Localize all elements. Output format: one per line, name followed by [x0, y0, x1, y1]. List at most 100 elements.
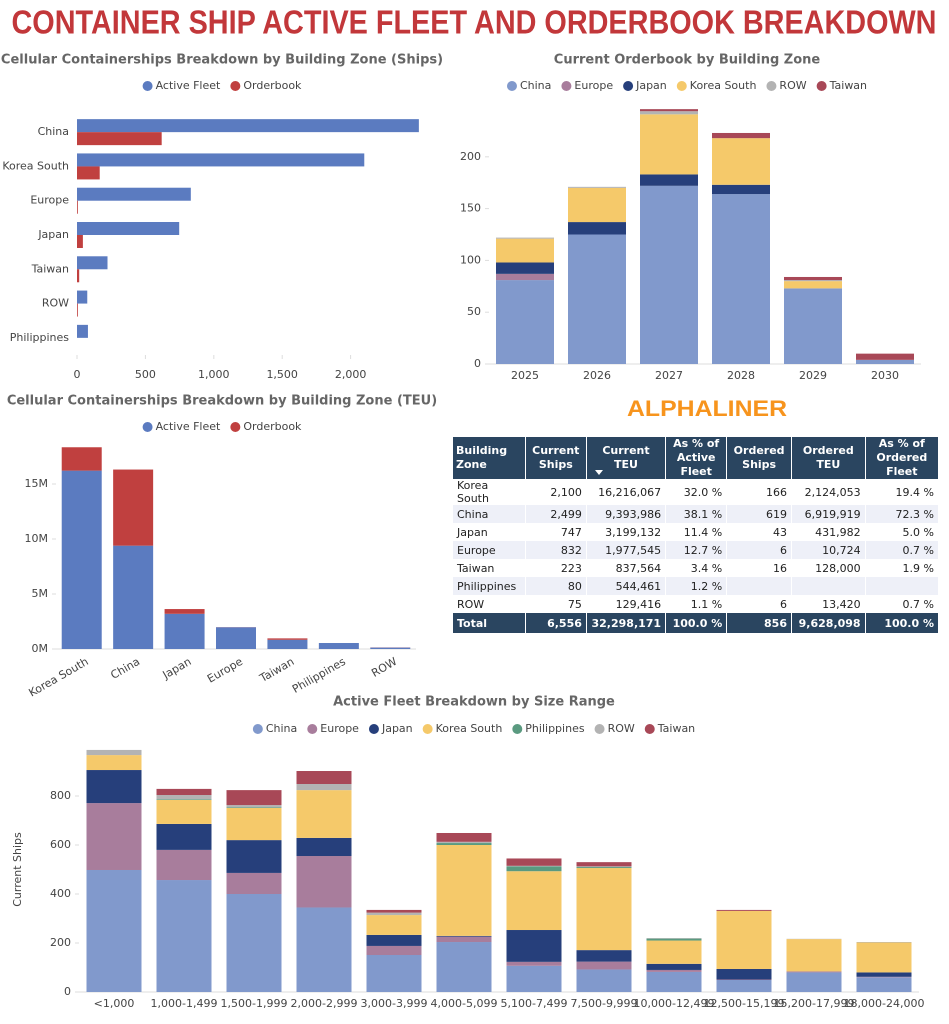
- bar-segment: [226, 872, 282, 894]
- bar-segment: [646, 971, 702, 992]
- column-header: Building Zone: [452, 437, 526, 479]
- bar-segment: [856, 359, 914, 364]
- y-tick-label: ROW: [42, 297, 69, 310]
- bar: [77, 187, 191, 201]
- x-tick-label: 3,000-3,999: [361, 997, 428, 1010]
- x-tick-label: 18,000-24,000: [844, 997, 925, 1010]
- bar-segment: [113, 545, 154, 649]
- legend-label: Korea South: [436, 722, 503, 735]
- legend-label: Japan: [381, 722, 413, 735]
- table-row: Japan 747 3,199,132 11.4 % 43 431,982 5.0 %: [452, 523, 938, 541]
- column-header[interactable]: Current TEU: [585, 437, 666, 479]
- bar: [77, 235, 83, 248]
- bar-segment: [646, 969, 702, 972]
- x-tick-label: Korea South: [26, 655, 90, 700]
- legend-label: ROW: [608, 722, 635, 735]
- bar-segment: [156, 880, 212, 992]
- total-row: Total 6,556 32,298,171 100.0 % 856 9,628,098 1…: [452, 613, 938, 633]
- x-tick-label: Taiwan: [257, 655, 297, 685]
- x-tick-label: 500: [135, 368, 156, 381]
- legend-label: Korea South: [690, 79, 757, 92]
- x-tick-label: 7,500-9,999: [571, 997, 638, 1010]
- total-cell: 6,556: [524, 613, 587, 633]
- bar-segment: [640, 185, 698, 364]
- y-tick-label: 200: [460, 150, 481, 163]
- bar-segment: [506, 961, 562, 966]
- bar-segment: [496, 238, 554, 263]
- table-cell: 6: [726, 595, 792, 613]
- table-cell: 431,982: [790, 523, 866, 541]
- x-tick-label: 4,000-5,099: [431, 997, 498, 1010]
- y-tick-label: 5M: [32, 587, 49, 600]
- table-cell: 10,724: [790, 541, 866, 559]
- bar-segment: [436, 942, 492, 992]
- y-tick-label: 150: [460, 202, 481, 215]
- bar-segment: [216, 627, 256, 649]
- x-tick-label: 12,500-15,199: [704, 997, 785, 1010]
- table-cell: 223: [524, 559, 587, 577]
- table-cell: [726, 577, 792, 595]
- legend-label: Taiwan: [829, 79, 867, 92]
- bar-segment: [568, 234, 626, 364]
- bar-segment: [712, 138, 770, 185]
- bar-segment: [436, 845, 492, 936]
- bar-segment: [296, 907, 352, 992]
- x-tick-label: Japan: [160, 655, 194, 682]
- column-header: Ordered Ships: [726, 437, 792, 479]
- legend-swatch: [252, 724, 263, 734]
- bar-segment: [86, 803, 142, 870]
- legend-label: Europe: [574, 79, 613, 92]
- header-row: Building Zone Current Ships Current TEU As …: [452, 437, 938, 479]
- bar-segment: [366, 915, 422, 935]
- bar-segment: [496, 237, 554, 239]
- table-cell: 9,393,986: [585, 505, 666, 523]
- bar-segment: [506, 930, 562, 962]
- bar-segment: [576, 868, 632, 951]
- table-row: Europe 832 1,977,545 12.7 % 6 10,724 0.7 %: [452, 541, 938, 559]
- bar-segment: [856, 353, 914, 360]
- column-header: As % of Active Fleet: [665, 437, 727, 479]
- x-tick-label: 2025: [511, 369, 539, 382]
- x-tick-label: 2029: [799, 369, 827, 382]
- bar-segment: [86, 755, 142, 771]
- legend-swatch: [307, 724, 318, 734]
- total-cell: 9,628,098: [790, 613, 866, 633]
- bar-segment: [716, 968, 772, 980]
- table-cell: China: [452, 505, 526, 523]
- bar-segment: [61, 470, 102, 649]
- table-cell: 2,100: [524, 479, 587, 505]
- chart-title: Active Fleet Breakdown by Size Range: [333, 695, 615, 710]
- table-row: Philippines 80 544,461 1.2 %: [452, 577, 938, 595]
- table-cell: 80: [524, 577, 587, 595]
- y-tick-label: 0M: [32, 642, 49, 655]
- bar: [77, 200, 78, 214]
- bar-segment: [318, 643, 359, 649]
- table-cell: ROW: [452, 595, 526, 613]
- legend: China Europe Japan Korea South Philippines RO…: [252, 722, 695, 735]
- legend-label: Taiwan: [657, 722, 695, 735]
- total-cell: Total: [452, 613, 526, 633]
- legend: Active Fleet Orderbook: [142, 420, 302, 433]
- legend-swatch: [816, 81, 827, 91]
- bar: [77, 222, 180, 235]
- table-cell: 13,420: [790, 595, 866, 613]
- bar-segment: [712, 132, 770, 139]
- bar-segment: [156, 795, 212, 800]
- page-title: CONTAINER SHIP ACTIVE FLEET AND ORDERBOO…: [12, 4, 937, 41]
- bar: [77, 303, 78, 317]
- table-cell: 0.7 %: [864, 595, 938, 613]
- legend-swatch: [368, 724, 379, 734]
- bar-segment: [436, 935, 492, 937]
- total-cell: 856: [726, 613, 792, 633]
- bar-segment: [61, 447, 102, 471]
- table-cell: 3.4 %: [665, 559, 727, 577]
- total-cell: 100.0 %: [665, 613, 727, 633]
- bar-segment: [506, 866, 562, 872]
- bar-segment: [786, 939, 842, 972]
- table-cell: 128,000: [790, 559, 866, 577]
- table-cell: Korea South: [452, 479, 526, 505]
- legend: China Europe Japan Korea South ROW Taiwan: [506, 79, 867, 92]
- legend-swatch: [422, 724, 433, 734]
- bar-segment: [640, 114, 698, 175]
- y-tick-label: 0: [474, 357, 481, 370]
